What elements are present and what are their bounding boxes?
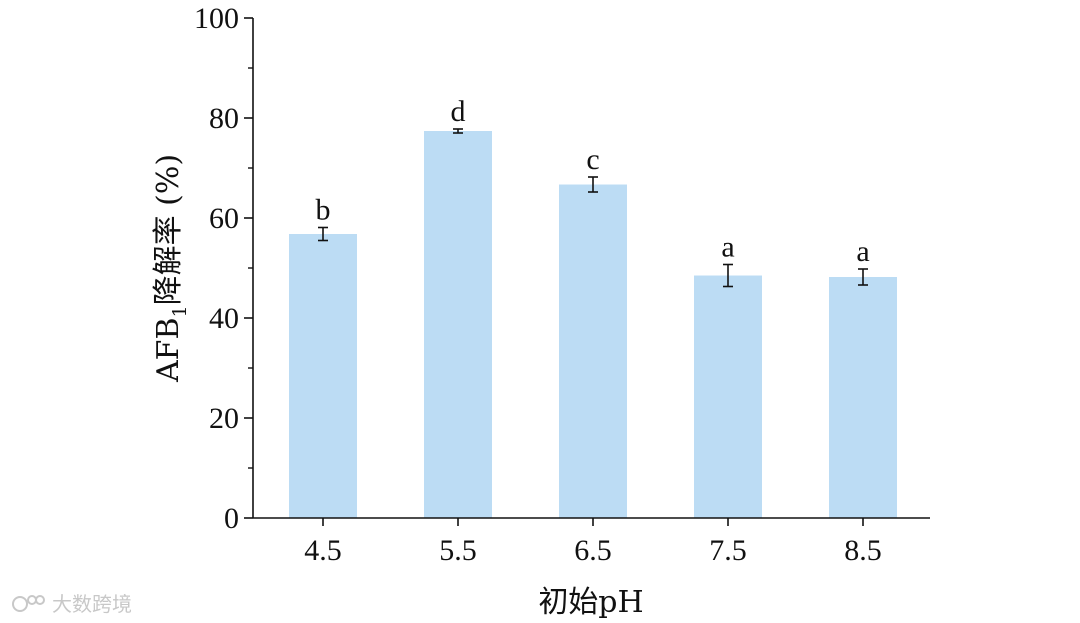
y-tick-label-80: 80	[209, 102, 239, 135]
bar-5.5	[424, 131, 492, 518]
x-ticks-layer: 4.5 5.5 6.5 7.5 8.5	[304, 518, 882, 567]
bar-6.5	[559, 184, 627, 518]
significance-label-8.5: a	[856, 235, 869, 268]
significance-label-5.5: d	[451, 95, 466, 128]
error-bar-8.5	[858, 268, 868, 286]
x-tick-label-7.5: 7.5	[709, 534, 747, 567]
y-tick-label-100: 100	[194, 2, 239, 35]
x-tick-label-4.5: 4.5	[304, 534, 342, 567]
watermark: 大数跨境	[12, 588, 132, 617]
y-axis-title-rest: 降解率 (%)	[151, 154, 186, 305]
y-axis-title-subscript: 1	[169, 305, 191, 317]
bar-7.5	[694, 275, 762, 518]
x-tick-label-6.5: 6.5	[574, 534, 612, 567]
significance-label-6.5: c	[586, 143, 599, 176]
bar-8.5	[829, 277, 897, 518]
x-tick-label-5.5: 5.5	[439, 534, 477, 567]
error-bars-layer	[318, 128, 868, 288]
y-tick-label-40: 40	[209, 302, 239, 335]
y-tick-label-20: 20	[209, 402, 239, 435]
significance-label-7.5: a	[721, 231, 734, 264]
bar-4.5	[289, 234, 357, 518]
y-tick-label-0: 0	[224, 502, 239, 535]
watermark-logo-icon	[12, 594, 45, 612]
significance-label-4.5: b	[316, 194, 331, 227]
y-axis-title: AFB1降解率 (%)	[151, 154, 191, 383]
error-bar-4.5	[318, 226, 328, 242]
x-tick-label-8.5: 8.5	[844, 534, 882, 567]
significance-labels-layer: b d c a a	[316, 95, 870, 268]
y-tick-label-60: 60	[209, 202, 239, 235]
error-bar-6.5	[588, 176, 598, 193]
error-bar-5.5	[453, 128, 463, 134]
x-axis-title: 初始pH	[538, 585, 643, 620]
y-axis-title-main: AFB	[151, 318, 186, 384]
error-bar-7.5	[723, 263, 733, 288]
bars-layer	[289, 131, 897, 518]
y-ticks-layer: 0 20 40 60 80 100	[194, 2, 253, 535]
watermark-text: 大数跨境	[52, 592, 132, 616]
